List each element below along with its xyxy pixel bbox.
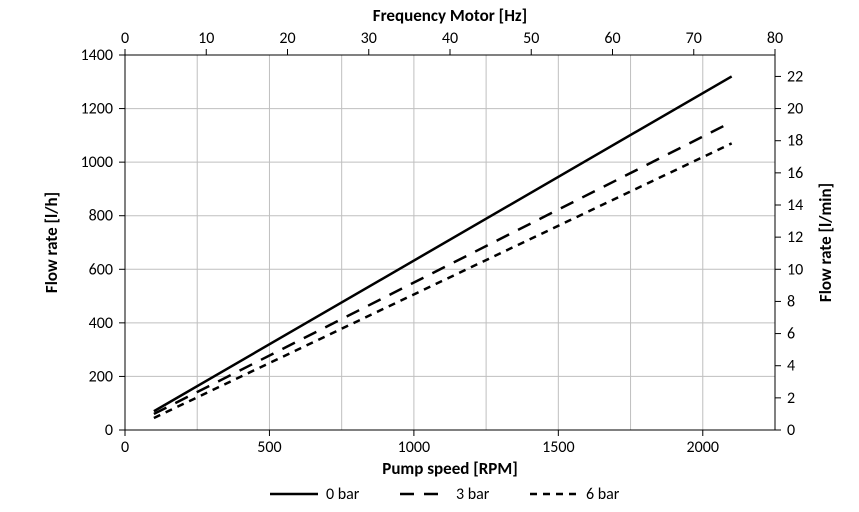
y-right-title: Flow rate [l/min]: [815, 183, 836, 302]
svg-text:1200: 1200: [81, 100, 113, 119]
y-left-title: Flow rate [l/h]: [41, 192, 62, 293]
x-top-title: Frequency Motor [Hz]: [373, 5, 527, 26]
svg-text:1000: 1000: [398, 438, 430, 457]
svg-text:20: 20: [279, 29, 295, 48]
svg-text:20: 20: [787, 100, 803, 119]
x-bottom-title: Pump speed [RPM]: [382, 458, 517, 479]
svg-text:2000: 2000: [687, 438, 719, 457]
legend-label-2: 6 bar: [586, 485, 620, 504]
chart-container: 0500100015002000010203040506070800200400…: [0, 0, 859, 512]
svg-text:22: 22: [787, 67, 803, 86]
svg-text:80: 80: [767, 29, 783, 48]
legend-label-1: 3 bar: [456, 485, 490, 504]
svg-text:10: 10: [198, 29, 214, 48]
svg-text:1400: 1400: [81, 46, 113, 65]
svg-text:70: 70: [686, 29, 702, 48]
svg-text:4: 4: [787, 357, 795, 376]
svg-text:600: 600: [89, 260, 113, 279]
svg-text:40: 40: [442, 29, 458, 48]
svg-text:1500: 1500: [542, 438, 574, 457]
svg-text:2: 2: [787, 389, 795, 408]
svg-text:0: 0: [121, 29, 129, 48]
svg-text:60: 60: [604, 29, 620, 48]
svg-text:800: 800: [89, 207, 113, 226]
svg-text:400: 400: [89, 314, 113, 333]
svg-text:500: 500: [257, 438, 281, 457]
svg-text:10: 10: [787, 260, 803, 279]
legend-label-0: 0 bar: [326, 485, 360, 504]
svg-text:18: 18: [787, 132, 803, 151]
svg-text:12: 12: [787, 228, 803, 247]
svg-text:8: 8: [787, 292, 795, 311]
svg-text:200: 200: [89, 367, 113, 386]
svg-text:1000: 1000: [81, 153, 113, 172]
svg-text:0: 0: [121, 438, 129, 457]
svg-text:16: 16: [787, 164, 803, 183]
pump-flowrate-chart: 0500100015002000010203040506070800200400…: [0, 0, 859, 512]
svg-text:0: 0: [105, 421, 113, 440]
svg-text:30: 30: [361, 29, 377, 48]
svg-text:50: 50: [523, 29, 539, 48]
svg-text:6: 6: [787, 325, 795, 344]
svg-text:14: 14: [787, 196, 803, 215]
svg-text:0: 0: [787, 421, 795, 440]
